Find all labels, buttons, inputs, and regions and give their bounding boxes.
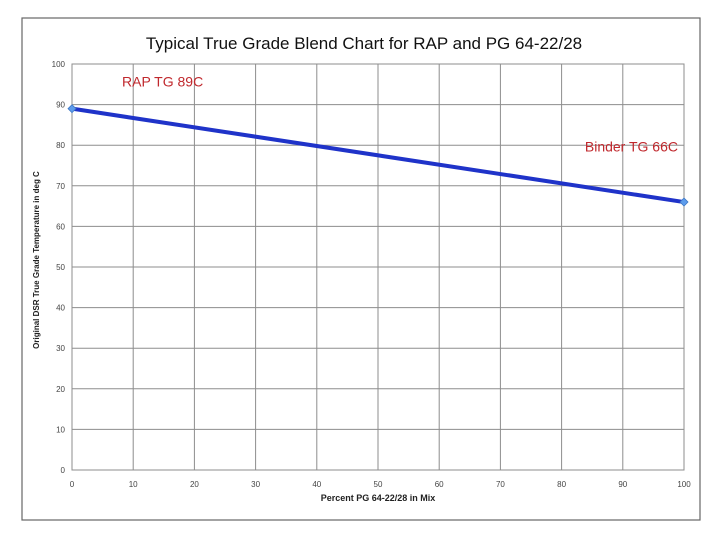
chart-title: Typical True Grade Blend Chart for RAP a… bbox=[146, 34, 582, 53]
annotation-layer: RAP TG 89C Binder TG 66C bbox=[122, 73, 678, 154]
series-line bbox=[70, 106, 686, 205]
y-tick-label: 50 bbox=[56, 263, 65, 272]
y-axis-ticks: 0 10 20 30 40 50 60 70 80 90 100 bbox=[52, 60, 66, 475]
x-tick-label: 10 bbox=[129, 480, 138, 489]
x-axis-label: Percent PG 64-22/28 in Mix bbox=[321, 493, 436, 503]
x-tick-label: 50 bbox=[374, 480, 383, 489]
x-tick-label: 0 bbox=[70, 480, 75, 489]
series-layer bbox=[67, 104, 689, 207]
y-tick-label: 90 bbox=[56, 101, 65, 110]
y-tick-label: 0 bbox=[61, 466, 66, 475]
annotation-rap-tg: RAP TG 89C bbox=[122, 73, 203, 89]
y-axis-label: Original DSR True Grade Temperature in d… bbox=[32, 171, 41, 349]
x-tick-label: 60 bbox=[435, 480, 444, 489]
x-axis-ticks: 0 10 20 30 40 50 60 70 80 90 100 bbox=[70, 480, 691, 489]
x-tick-label: 40 bbox=[312, 480, 321, 489]
y-tick-label: 100 bbox=[52, 60, 66, 69]
data-point-marker bbox=[67, 104, 77, 114]
annotation-binder-tg: Binder TG 66C bbox=[585, 138, 678, 154]
y-tick-label: 10 bbox=[56, 425, 65, 434]
x-tick-label: 70 bbox=[496, 480, 505, 489]
y-tick-label: 30 bbox=[56, 344, 65, 353]
x-tick-label: 90 bbox=[618, 480, 627, 489]
data-point-marker bbox=[679, 197, 689, 207]
y-tick-label: 80 bbox=[56, 141, 65, 150]
x-tick-label: 20 bbox=[190, 480, 199, 489]
y-tick-label: 60 bbox=[56, 222, 65, 231]
x-tick-label: 80 bbox=[557, 480, 566, 489]
x-tick-label: 100 bbox=[677, 480, 691, 489]
y-tick-label: 20 bbox=[56, 385, 65, 394]
x-tick-label: 30 bbox=[251, 480, 260, 489]
plot-area: 0 10 20 30 40 50 60 70 80 90 100 0 10 20 30 40 50 60 70 80… bbox=[52, 60, 692, 489]
y-tick-label: 70 bbox=[56, 182, 65, 191]
y-tick-label: 40 bbox=[56, 304, 65, 313]
